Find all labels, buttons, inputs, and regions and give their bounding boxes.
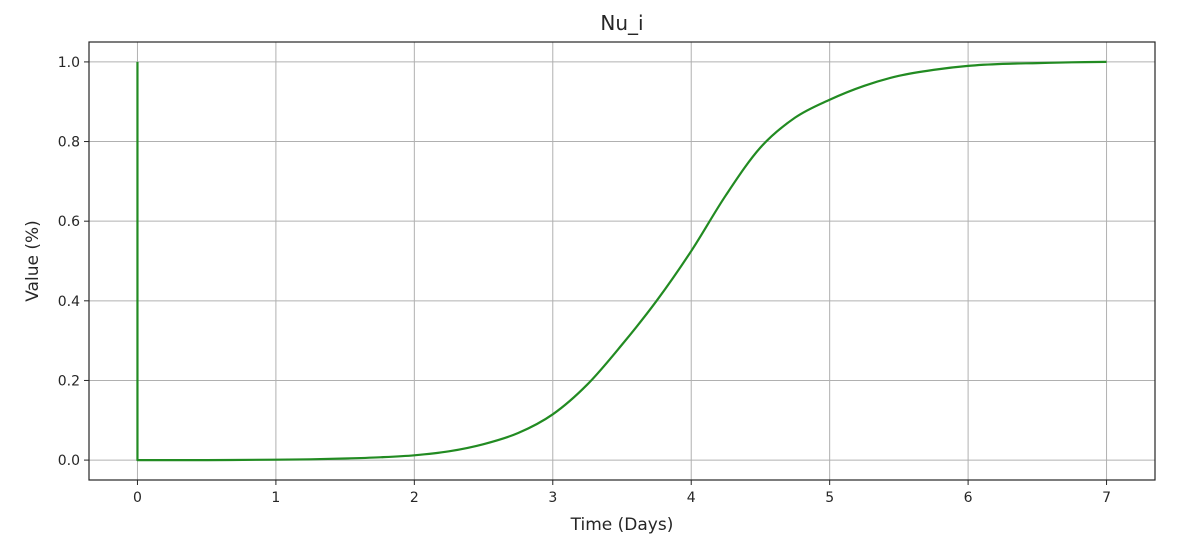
y-tick-label: 1.0: [58, 55, 80, 71]
x-tick-label: 4: [687, 490, 696, 506]
x-tick-label: 3: [548, 490, 557, 506]
ticks: 0 1 2 3 4 5 6 7 0.0 0.2 0.4 0.6 0.8 1.0: [58, 55, 1111, 506]
grid: [89, 42, 1155, 480]
x-tick-label: 2: [410, 490, 419, 506]
series-line: [136, 60, 1107, 462]
plot-frame: [88, 41, 1156, 481]
series-layer: [136, 60, 1107, 462]
x-tick-label: 0: [133, 490, 142, 506]
y-tick-label: 0.2: [58, 373, 80, 389]
chart-title: Nu_i: [600, 11, 643, 35]
x-tick-label: 5: [825, 490, 834, 506]
y-tick-label: 0.4: [58, 294, 80, 310]
x-tick-label: 6: [964, 490, 973, 506]
y-tick-label: 0.8: [58, 135, 80, 151]
y-tick-label: 0.6: [58, 214, 80, 230]
x-axis-label: Time (Days): [570, 515, 674, 535]
y-axis-label: Value (%): [23, 220, 43, 302]
x-tick-label: 1: [271, 490, 280, 506]
y-tick-label: 0.0: [58, 453, 80, 469]
x-tick-label: 7: [1102, 490, 1111, 506]
